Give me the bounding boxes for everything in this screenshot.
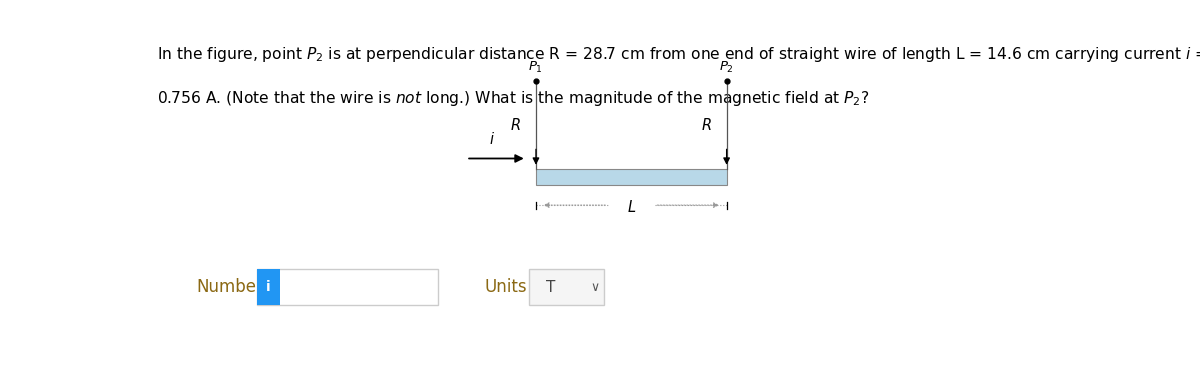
Text: T: T	[546, 280, 556, 295]
Text: $P_1$: $P_1$	[528, 60, 544, 75]
Text: i: i	[266, 280, 271, 294]
Text: $P_2$: $P_2$	[719, 60, 734, 75]
Text: $i$: $i$	[488, 131, 494, 147]
Text: $R$: $R$	[510, 117, 521, 133]
FancyBboxPatch shape	[536, 169, 727, 185]
Text: $L$: $L$	[626, 199, 636, 215]
Text: In the figure, point $P_2$ is at perpendicular distance R = 28.7 cm from one end: In the figure, point $P_2$ is at perpend…	[157, 46, 1200, 65]
Text: Units: Units	[485, 278, 528, 296]
Text: Number: Number	[197, 278, 263, 296]
Text: $R$: $R$	[701, 117, 712, 133]
Text: ∨: ∨	[590, 280, 599, 294]
Text: 0.756 A. (Note that the wire is $\mathit{not}$ long.) What is the magnitude of t: 0.756 A. (Note that the wire is $\mathit…	[157, 89, 870, 108]
FancyBboxPatch shape	[257, 269, 281, 305]
FancyBboxPatch shape	[529, 269, 604, 305]
FancyBboxPatch shape	[257, 269, 438, 305]
